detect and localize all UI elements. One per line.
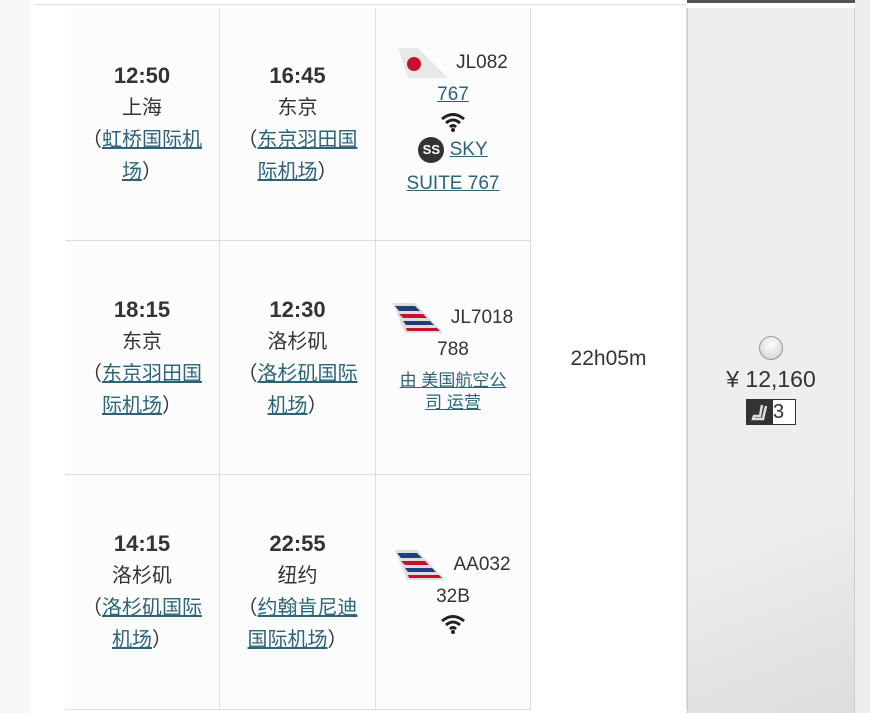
- arrival-time: 16:45: [269, 63, 326, 88]
- aa-tail-logo: [395, 550, 446, 580]
- sky-suite-icon: SS: [418, 136, 445, 163]
- aircraft-type: 788: [437, 338, 469, 360]
- departure-time: 12:50: [113, 63, 171, 88]
- airport-link[interactable]: 洛杉矶国际机场: [257, 362, 358, 417]
- arrival-time: 12:30: [269, 296, 326, 322]
- departure-time: 14:15: [113, 531, 171, 556]
- arrival-cell: 22:55 纽约 （约翰肯尼迪国际机场）: [220, 475, 376, 710]
- arrival-city: 洛杉矶: [267, 330, 328, 353]
- fare-option[interactable]: ¥ 12,160 3: [687, 8, 855, 713]
- departure-city: 洛杉矶: [112, 565, 172, 587]
- arrival-cell: 16:45 东京 （东京羽田国际机场）: [220, 8, 376, 241]
- flight-cell: AA032 32B: [376, 475, 531, 710]
- wifi-icon: [441, 615, 465, 634]
- departure-city: 东京: [122, 330, 162, 353]
- fare-radio[interactable]: [759, 336, 783, 360]
- wifi-icon: [441, 113, 465, 132]
- flight-number: JL082: [456, 52, 508, 73]
- departure-time: 18:15: [113, 296, 171, 322]
- airport-link[interactable]: 虹桥国际机场: [102, 129, 202, 183]
- cabin-link[interactable]: SKY SUITE 767: [406, 139, 500, 194]
- arrival-city: 东京: [277, 97, 318, 119]
- airport-link[interactable]: 洛杉矶国际机场: [102, 597, 202, 651]
- page-margin: [0, 0, 30, 713]
- flight-cell: JL7018 788 由 美国航空公司 运营: [376, 241, 531, 475]
- departure-city: 上海: [122, 97, 162, 119]
- departure-cell: 18:15 东京 （东京羽田国际机场）: [65, 241, 220, 475]
- airport-link[interactable]: 东京羽田国际机场: [257, 129, 358, 183]
- departure-cell: 14:15 洛杉矶 （洛杉矶国际机场）: [65, 475, 220, 710]
- departure-cell: 12:50 上海 （虹桥国际机场）: [65, 8, 220, 241]
- scroll-area: [855, 0, 870, 713]
- flight-number: AA032: [453, 554, 511, 575]
- aircraft-link[interactable]: 767: [437, 84, 469, 105]
- airport-link[interactable]: 东京羽田国际机场: [102, 362, 202, 417]
- fare-price: ¥ 12,160: [726, 366, 816, 392]
- aircraft-type: 32B: [436, 586, 470, 607]
- airport-link[interactable]: 约翰肯尼迪国际机场: [247, 597, 358, 651]
- aa-tail-logo: [392, 302, 443, 333]
- divider: [35, 4, 687, 5]
- flight-cell: JL082 767 SS SKY SUITE 767: [376, 8, 531, 241]
- arrival-city: 纽约: [277, 565, 318, 587]
- seat-icon: [747, 400, 773, 424]
- arrival-time: 22:55: [269, 531, 326, 556]
- column-header-bar: [687, 0, 855, 3]
- seats-remaining: 3: [746, 399, 796, 425]
- total-duration: 22h05m: [531, 8, 687, 710]
- operator-link[interactable]: 由 美国航空公司 运营: [399, 370, 507, 412]
- flight-number: JL7018: [450, 306, 514, 328]
- jal-tail-logo: [398, 48, 449, 78]
- arrival-cell: 12:30 洛杉矶 （洛杉矶国际机场）: [220, 241, 376, 475]
